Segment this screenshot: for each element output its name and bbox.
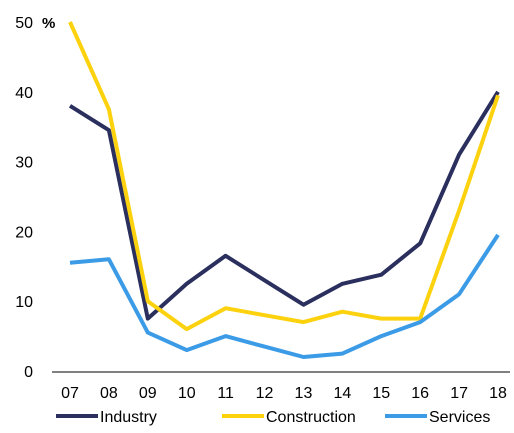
- x-tick-label: 16: [411, 385, 429, 402]
- x-tick-label: 09: [139, 385, 157, 402]
- x-tick-label: 08: [100, 385, 118, 402]
- series-line-services: [69, 233, 500, 359]
- x-tick-label: 13: [295, 385, 313, 402]
- x-tick-label: 10: [178, 385, 196, 402]
- legend: Industry Construction Services: [56, 409, 490, 426]
- y-tick-label: 0: [24, 364, 33, 381]
- x-tick-label: 07: [61, 385, 79, 402]
- series-line-construction: [68, 21, 500, 332]
- x-tick-label: 12: [256, 385, 274, 402]
- series-lines: [68, 21, 500, 359]
- x-tick-label: 15: [372, 385, 390, 402]
- x-tick-label: 18: [489, 385, 507, 402]
- legend-label: Industry: [100, 409, 157, 426]
- x-axis-ticks: 07 08 09 10 11 12 13 14 15 16 17 18: [61, 385, 507, 402]
- x-tick-label: 17: [450, 385, 468, 402]
- y-tick-label: 50: [15, 15, 33, 32]
- legend-label: Construction: [266, 409, 356, 426]
- y-tick-label: 20: [15, 224, 33, 241]
- x-tick-label: 11: [217, 385, 234, 402]
- y-axis-ticks: 0 10 20 30 40 50: [15, 15, 33, 381]
- series-line-industry: [68, 90, 500, 321]
- x-tick-label: 14: [333, 385, 351, 402]
- y-tick-label: 30: [15, 155, 33, 172]
- legend-label: Services: [429, 409, 490, 426]
- unit-label: %: [42, 15, 55, 32]
- y-tick-label: 40: [15, 85, 33, 102]
- y-tick-label: 10: [15, 294, 33, 311]
